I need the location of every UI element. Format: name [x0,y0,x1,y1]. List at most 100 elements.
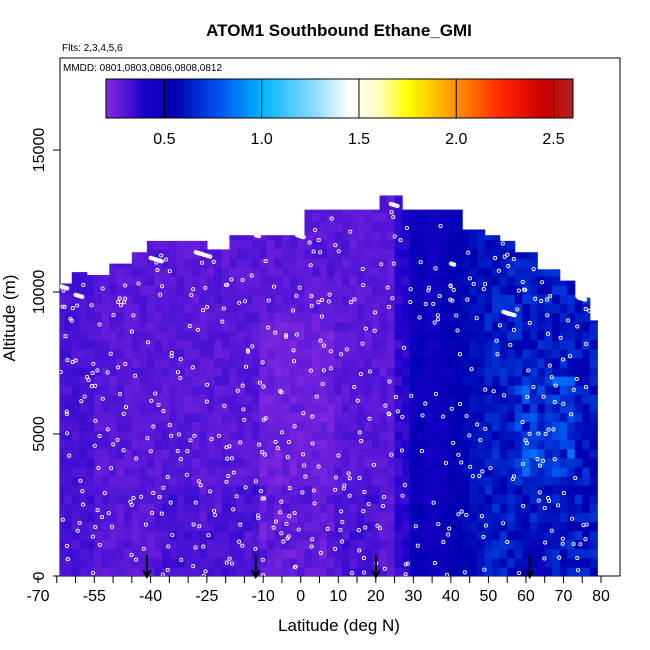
heatmap-cell [327,285,336,295]
heatmap-cell [146,457,155,468]
heatmap-cell [319,457,328,468]
heatmap-cell [304,330,313,341]
heatmap-cell [409,267,418,277]
heatmap-cell [574,457,583,468]
heatmap-cell [319,212,328,223]
heatmap-cell [552,269,561,277]
heatmap-cell [311,476,321,486]
heatmap-cell [311,366,321,377]
heatmap-cell [296,330,306,341]
heatmap-cell [251,248,261,259]
heatmap-cell [184,276,193,286]
sample-point [224,479,229,484]
heatmap-cell [304,303,313,314]
heatmap-cell [311,457,321,468]
heatmap-cell [191,394,200,404]
heatmap-cell [221,503,231,513]
heatmap-cell [454,430,463,441]
heatmap-cell [161,267,170,277]
heatmap-cell [169,357,178,368]
heatmap-cell [109,421,118,432]
sample-point [301,235,306,240]
heatmap-cell [499,530,508,541]
heatmap-cell [537,285,546,295]
heatmap-cell [507,339,516,350]
heatmap-cell [94,294,103,304]
heatmap-cell [589,521,598,532]
sample-point [360,341,365,346]
heatmap-cell [372,503,381,513]
heatmap-cell [154,530,163,541]
sample-point [190,365,196,370]
heatmap-cell [176,539,185,550]
heatmap-cell [559,430,568,441]
heatmap-cell [94,321,103,332]
sample-point [328,349,333,354]
heatmap-cell [439,385,448,395]
heatmap-cell [334,209,343,214]
heatmap-cell [101,339,110,350]
heatmap-cell [146,548,155,559]
heatmap-cell [244,421,253,432]
heatmap-cell [214,348,223,359]
heatmap-cell [357,212,366,223]
heatmap-cell [499,312,508,323]
heatmap-cell [206,421,216,432]
heatmap-cell [447,230,456,241]
heatmap-cell [79,366,88,377]
heatmap-cell [409,539,418,550]
heatmap-cell [251,521,261,532]
heatmap-cell [589,557,598,568]
heatmap-cell [342,421,351,432]
heatmap-cell [86,303,95,314]
heatmap-cell [116,385,125,395]
heatmap-cell [229,476,238,486]
heatmap-cell [259,366,268,377]
heatmap-cell [184,294,193,304]
heatmap-cell [109,330,118,341]
heatmap-cell [409,248,418,259]
heatmap-cell [402,485,411,495]
heatmap-cell [311,221,321,232]
heatmap-cell [529,457,538,468]
heatmap-cell [311,230,321,241]
heatmap-cell [447,385,456,395]
heatmap-cell [349,476,358,486]
heatmap-cell [492,235,501,241]
heatmap-cell [499,394,508,404]
heatmap-cell [199,539,208,550]
heatmap-cell [229,235,238,241]
heatmap-cell [79,403,88,414]
heatmap-cell [342,248,351,259]
heatmap-cell [469,276,478,286]
sample-point [78,478,83,483]
heatmap-cell [409,557,418,568]
heatmap-cell [409,421,418,432]
heatmap-cell [274,248,283,259]
heatmap-cell [109,430,118,441]
heatmap-cell [477,312,486,323]
sample-point [348,229,353,234]
heatmap-cell [259,239,268,250]
heatmap-cell [447,303,456,314]
heatmap-cell [349,403,358,414]
sample-point [542,556,547,561]
heatmap-cell [289,285,298,295]
heatmap-cell [221,466,231,477]
heatmap-cell [229,421,238,432]
sample-point [286,439,291,445]
heatmap-cell [499,466,508,477]
heatmap-cell [567,312,576,323]
heatmap-cell [387,212,396,223]
heatmap-cell [71,303,80,314]
sample-point [470,474,475,479]
heatmap-cell [296,403,306,414]
heatmap-cell [266,303,276,314]
sample-point [170,532,175,538]
sample-point [201,308,206,313]
sample-point [64,409,69,414]
sample-point [184,472,189,477]
colorbar-ticks: 0.5 1.0 1.5 2.0 2.5 [153,79,565,148]
heatmap-cell [311,276,321,286]
